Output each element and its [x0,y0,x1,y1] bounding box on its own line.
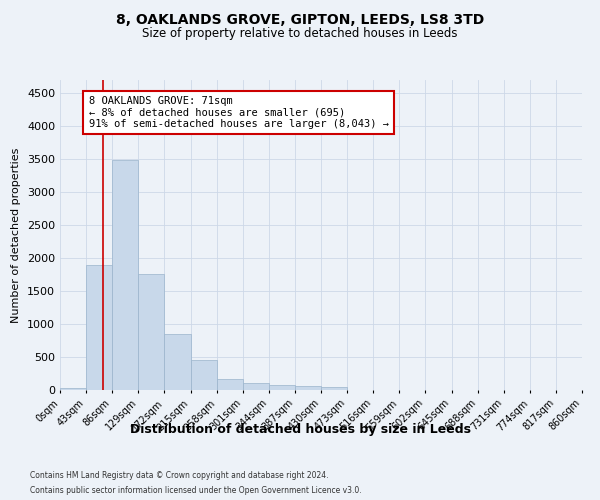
Bar [295,386,321,390]
Bar [217,380,242,390]
Text: Distribution of detached houses by size in Leeds: Distribution of detached houses by size … [130,422,470,436]
Y-axis label: Number of detached properties: Number of detached properties [11,148,22,322]
Text: 8, OAKLANDS GROVE, GIPTON, LEEDS, LS8 3TD: 8, OAKLANDS GROVE, GIPTON, LEEDS, LS8 3T… [116,12,484,26]
Text: Size of property relative to detached houses in Leeds: Size of property relative to detached ho… [142,28,458,40]
Bar [321,386,347,390]
Text: Contains HM Land Registry data © Crown copyright and database right 2024.: Contains HM Land Registry data © Crown c… [30,471,329,480]
Bar [60,388,86,390]
Bar [86,264,112,390]
Bar [139,274,164,390]
Bar [191,360,217,390]
Bar [112,160,139,390]
Text: 8 OAKLANDS GROVE: 71sqm
← 8% of detached houses are smaller (695)
91% of semi-de: 8 OAKLANDS GROVE: 71sqm ← 8% of detached… [89,96,389,129]
Bar [164,334,191,390]
Text: Contains public sector information licensed under the Open Government Licence v3: Contains public sector information licen… [30,486,362,495]
Bar [243,384,269,390]
Bar [269,385,295,390]
